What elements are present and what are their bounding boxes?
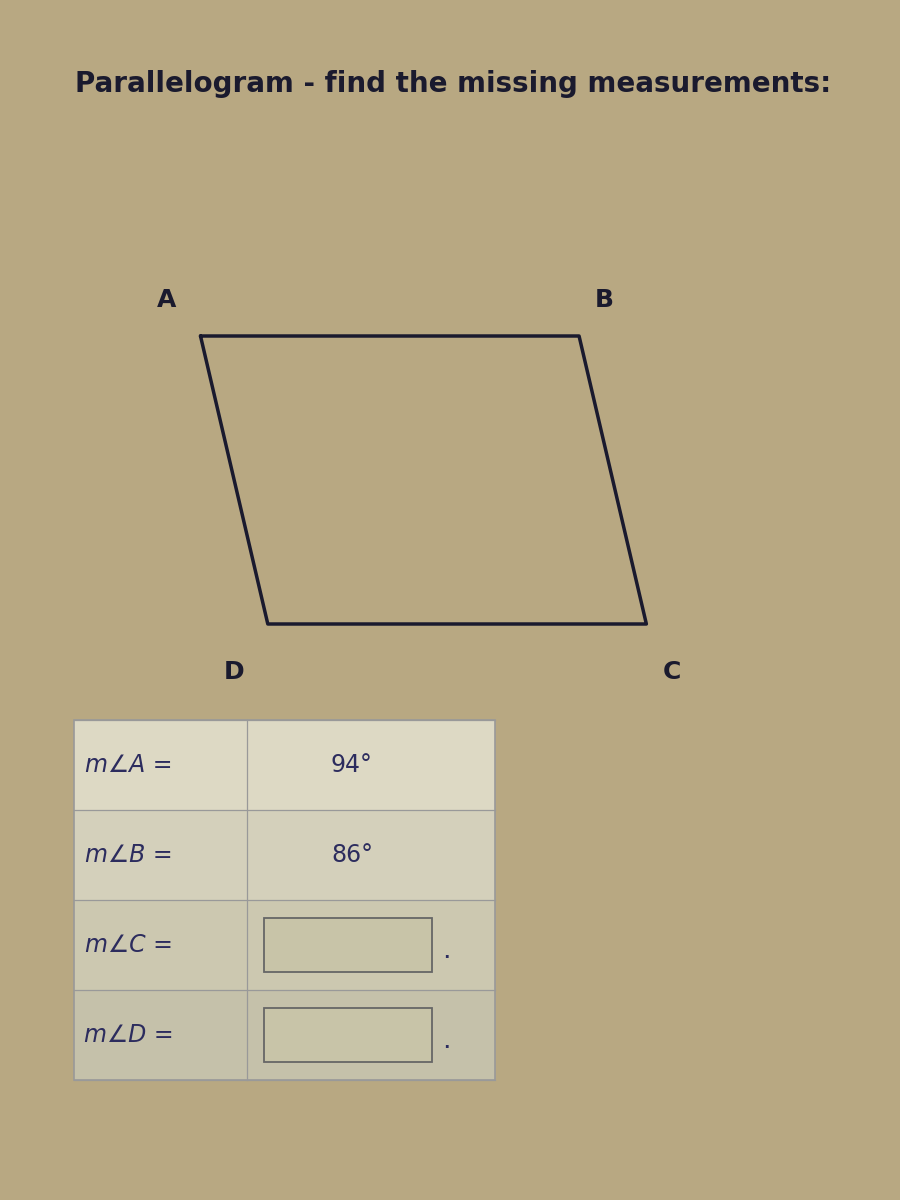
- Text: B: B: [595, 288, 614, 312]
- Text: m∠A =: m∠A =: [86, 754, 173, 778]
- Text: C: C: [662, 660, 680, 684]
- Text: 86°: 86°: [331, 842, 373, 866]
- Text: m∠C =: m∠C =: [86, 934, 173, 958]
- Bar: [264, 918, 432, 972]
- Text: m∠D =: m∠D =: [85, 1022, 174, 1046]
- Bar: [75, 900, 495, 990]
- Bar: [75, 720, 495, 810]
- Text: .: .: [442, 1028, 450, 1054]
- Bar: [264, 1008, 432, 1062]
- Text: m∠B =: m∠B =: [86, 842, 173, 866]
- Text: 94°: 94°: [331, 754, 373, 778]
- Text: Parallelogram - find the missing measurements:: Parallelogram - find the missing measure…: [75, 70, 831, 98]
- Text: A: A: [158, 288, 176, 312]
- Bar: [75, 990, 495, 1080]
- Text: .: .: [442, 938, 450, 964]
- Text: D: D: [224, 660, 245, 684]
- Bar: [75, 720, 495, 1080]
- Bar: [75, 810, 495, 900]
